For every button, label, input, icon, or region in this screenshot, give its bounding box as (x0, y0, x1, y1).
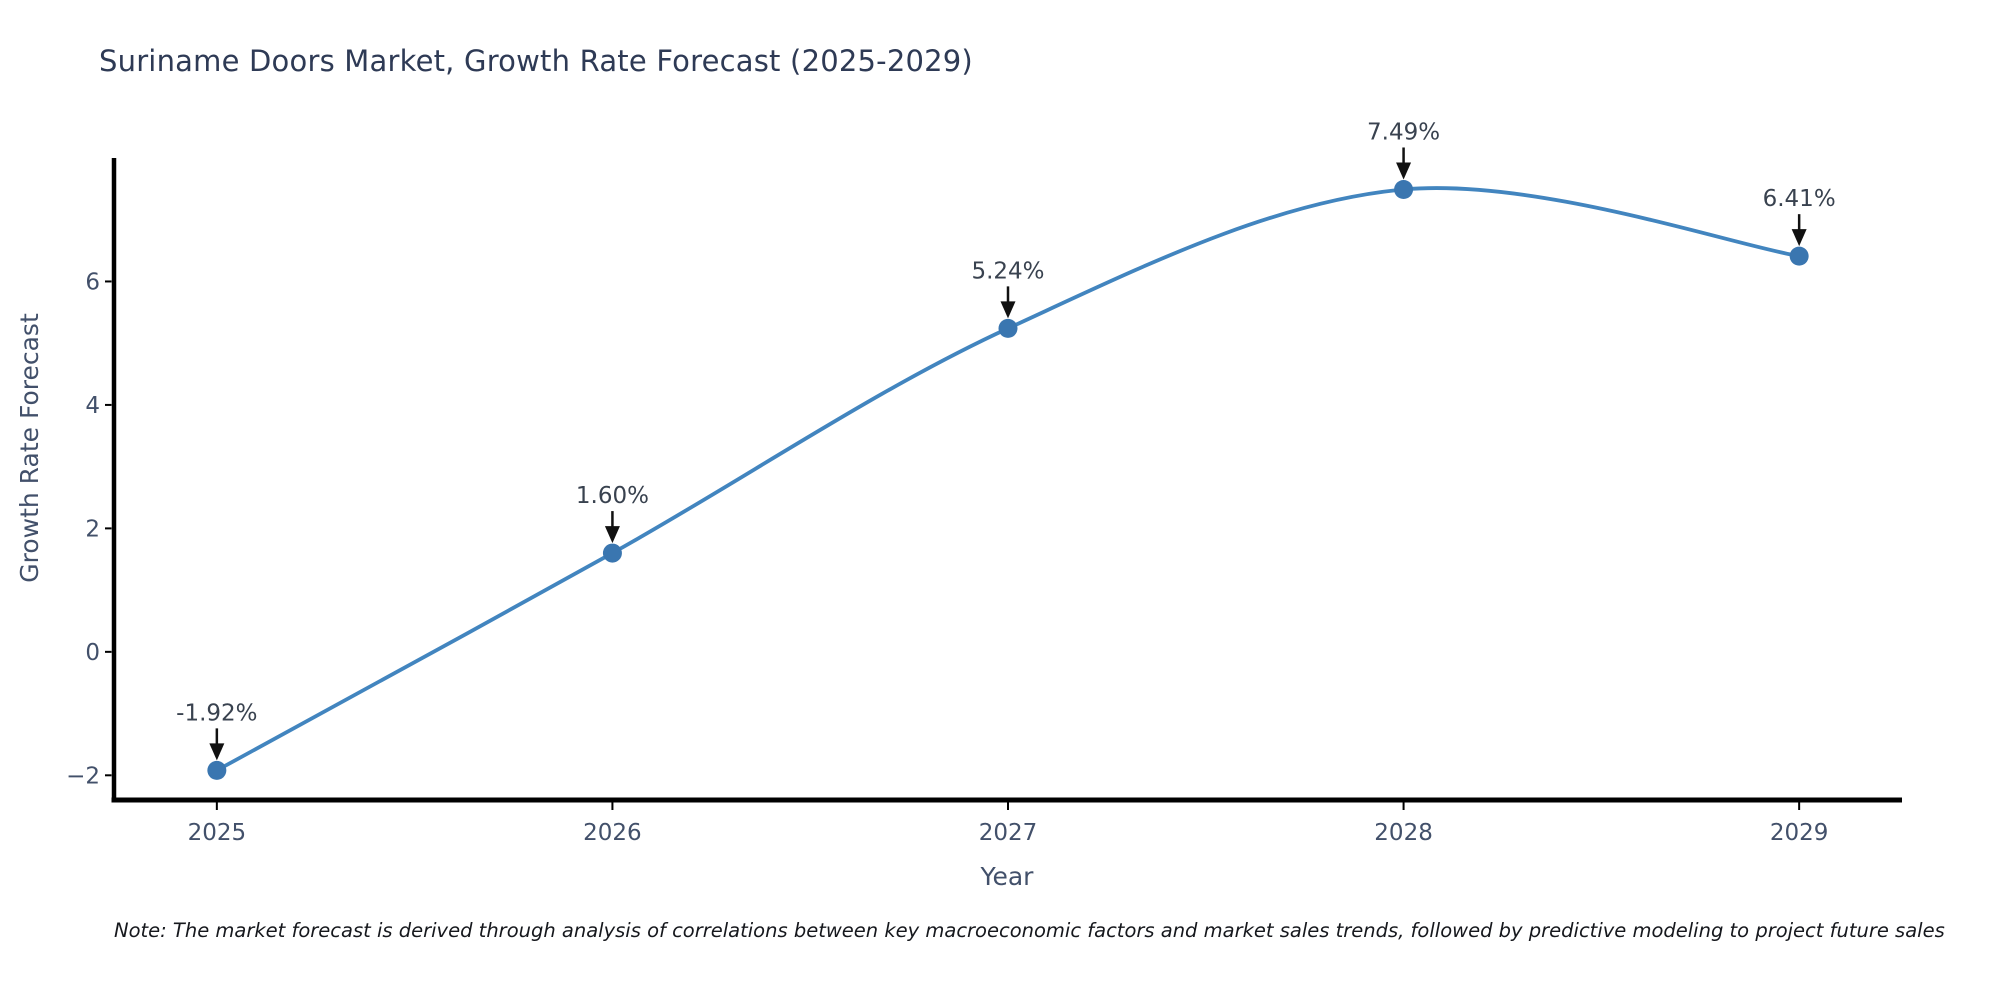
data-point-2028 (1394, 179, 1414, 199)
point-label-2028: 7.49% (1367, 119, 1440, 145)
annotation-arrow-head (209, 743, 225, 761)
x-axis-title: Year (980, 862, 1034, 891)
annotation-arrow-head (604, 526, 620, 544)
y-tick-label: 4 (85, 393, 100, 419)
y-tick-label: 0 (85, 640, 100, 666)
y-tick-label: 2 (85, 516, 100, 542)
data-point-2029 (1789, 246, 1809, 266)
x-tick-label: 2027 (979, 820, 1038, 846)
point-label-2025: -1.92% (176, 700, 257, 726)
x-tick-label: 2026 (583, 820, 642, 846)
y-tick-label: −2 (66, 763, 100, 789)
annotation-arrow-head (1396, 162, 1412, 180)
point-label-2027: 5.24% (971, 258, 1044, 284)
annotation-arrow-head (1000, 301, 1016, 319)
x-tick-label: 2025 (188, 820, 247, 846)
data-point-2026 (602, 543, 622, 563)
point-label-2026: 1.60% (576, 483, 649, 509)
point-label-2029: 6.41% (1763, 186, 1836, 212)
data-point-2025 (207, 760, 227, 780)
x-tick-label: 2029 (1770, 820, 1829, 846)
chart-title: Suriname Doors Market, Growth Rate Forec… (99, 44, 973, 78)
x-tick-label: 2028 (1374, 820, 1433, 846)
y-axis-title: Growth Rate Forecast (15, 313, 44, 583)
annotation-arrow-head (1791, 229, 1807, 247)
footnote: Note: The market forecast is derived thr… (114, 919, 1945, 942)
y-tick-label: 6 (85, 269, 100, 295)
data-point-2027 (998, 318, 1018, 338)
